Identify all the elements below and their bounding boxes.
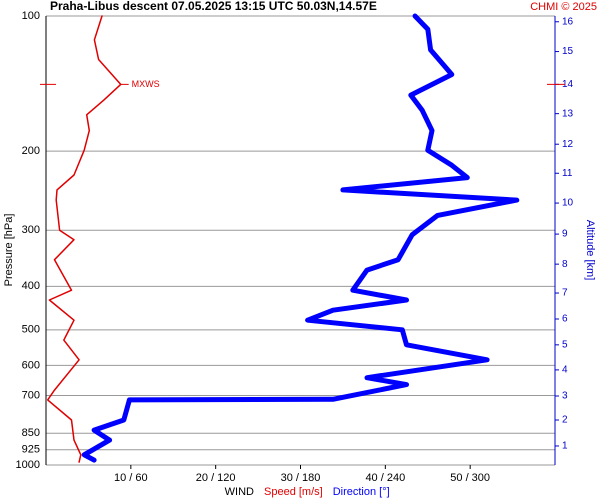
x-axis-label: WIND [225, 486, 254, 498]
credit: CHMI © 2025 [530, 1, 597, 13]
y-tick-label: 300 [22, 224, 40, 236]
series-line [81, 13, 520, 463]
y2-tick-label: 3 [562, 391, 568, 402]
chart-title: Praha-Libus descent 07.05.2025 13:15 UTC… [50, 0, 377, 13]
y2-tick-label: 14 [562, 79, 574, 90]
y2-tick-label: 9 [562, 229, 568, 240]
y-tick-label: 200 [22, 145, 40, 157]
y2-tick-label: 13 [562, 108, 574, 119]
y2-tick-label: 12 [562, 139, 574, 150]
x-tick-label: 20 / 120 [196, 472, 236, 484]
y-tick-label: 700 [22, 389, 40, 401]
annotation: MXWS [132, 79, 160, 89]
y2-tick-label: 1 [562, 441, 568, 452]
x-tick-label: 30 / 180 [281, 472, 321, 484]
legend-entry: Direction [°] [333, 486, 390, 498]
y-tick-label: 925 [22, 444, 40, 456]
x-tick-label: 40 / 240 [365, 472, 405, 484]
y2-tick-label: 5 [562, 339, 568, 350]
y-tick-label: 1000 [16, 459, 40, 471]
y2-tick-label: 4 [562, 365, 568, 376]
y2-tick-label: 6 [562, 314, 568, 325]
y2-tick-label: 15 [562, 46, 574, 57]
y-tick-label: 850 [22, 427, 40, 439]
y-tick-label: 500 [22, 324, 40, 336]
legend-entry: Speed [m/s] [264, 486, 323, 498]
y2-tick-label: 2 [562, 415, 568, 426]
series-line [46, 15, 122, 463]
y2-axis-label: Altitude [km] [584, 220, 596, 281]
y2-tick-label: 11 [562, 168, 573, 179]
y2-tick-label: 10 [562, 198, 574, 209]
y2-tick-label: 8 [562, 259, 568, 270]
y2-tick-label: 16 [562, 16, 574, 27]
y-tick-label: 600 [22, 359, 40, 371]
y2-tick-label: 7 [562, 288, 568, 299]
y-tick-label: 100 [22, 10, 40, 22]
y-axis-label: Pressure [hPa] [3, 214, 15, 287]
x-tick-label: 50 / 300 [450, 472, 490, 484]
y-tick-label: 400 [22, 280, 40, 292]
x-tick-label: 10 / 60 [114, 472, 148, 484]
